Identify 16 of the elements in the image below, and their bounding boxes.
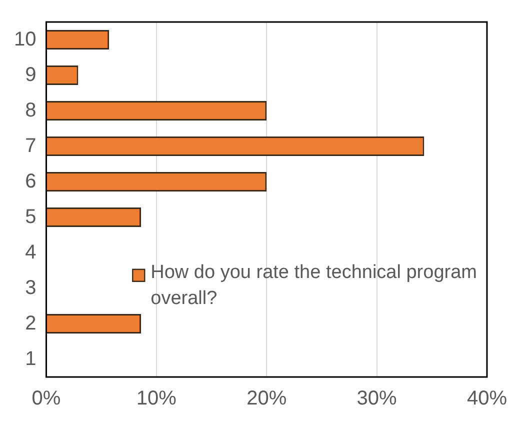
- x-tick-label: 0%: [32, 388, 61, 410]
- y-tick-label: 7: [25, 134, 36, 157]
- x-tick-label: 10%: [136, 388, 177, 410]
- y-tick-label: 10: [14, 28, 36, 50]
- y-tick-label: 2: [25, 312, 36, 334]
- x-tick-label: 30%: [356, 388, 398, 410]
- y-tick-label: 6: [25, 170, 36, 192]
- y-tick-label: 3: [25, 276, 36, 299]
- y-tick-label: 1: [25, 348, 36, 370]
- y-tick-label: 5: [25, 206, 36, 228]
- y-tick-label: 4: [25, 241, 36, 264]
- x-tick-label: 40%: [466, 388, 508, 410]
- x-tick-label: 20%: [246, 388, 287, 410]
- legend-label: How do you rate the technical program overall?: [150, 262, 477, 310]
- y-tick-label: 9: [25, 64, 36, 86]
- y-tick-label: 8: [25, 99, 36, 122]
